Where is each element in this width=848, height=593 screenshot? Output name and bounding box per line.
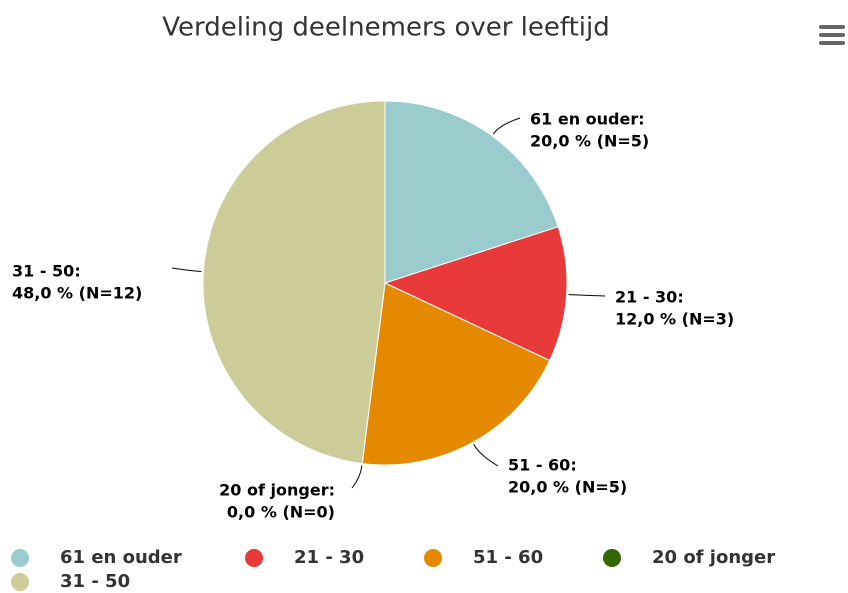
legend-marker — [11, 573, 29, 591]
label-connector — [171, 267, 202, 272]
label-connector — [351, 465, 363, 489]
menu-bar — [819, 25, 845, 29]
legend-label: 51 - 60 — [473, 547, 543, 568]
legend-marker — [603, 549, 621, 567]
chart-title: Verdeling deelnemers over leeftijd — [162, 13, 610, 43]
legend-label: 31 - 50 — [60, 571, 130, 592]
legend-label: 21 - 30 — [294, 547, 364, 568]
pie-slice — [361, 282, 551, 466]
data-label-name: 61 en ouder: — [530, 110, 645, 129]
data-label-name: 31 - 50: — [12, 262, 81, 281]
pie-slice — [202, 100, 386, 465]
legend-marker — [11, 549, 29, 567]
label-connector — [568, 294, 606, 297]
pie-slice — [384, 100, 559, 284]
legend-marker — [245, 549, 263, 567]
data-label-value: 0,0 % (N=0) — [227, 503, 335, 522]
data-label-name: 51 - 60: — [508, 456, 577, 475]
menu-bar — [819, 41, 845, 45]
data-label-value: 20,0 % (N=5) — [530, 132, 649, 151]
data-label-value: 12,0 % (N=3) — [615, 310, 734, 329]
label-connector — [492, 117, 521, 135]
data-label-value: 48,0 % (N=12) — [12, 284, 142, 303]
pie-slice — [383, 226, 568, 362]
label-connector — [473, 443, 499, 467]
legend-label: 61 en ouder — [60, 547, 182, 568]
menu-button[interactable] — [819, 25, 845, 45]
data-label-name: 20 of jonger: — [219, 481, 335, 500]
legend-label: 20 of jonger — [652, 547, 775, 568]
legend-marker — [424, 549, 442, 567]
data-label-name: 21 - 30: — [615, 288, 684, 307]
data-label-value: 20,0 % (N=5) — [508, 478, 627, 497]
menu-bar — [819, 33, 845, 37]
